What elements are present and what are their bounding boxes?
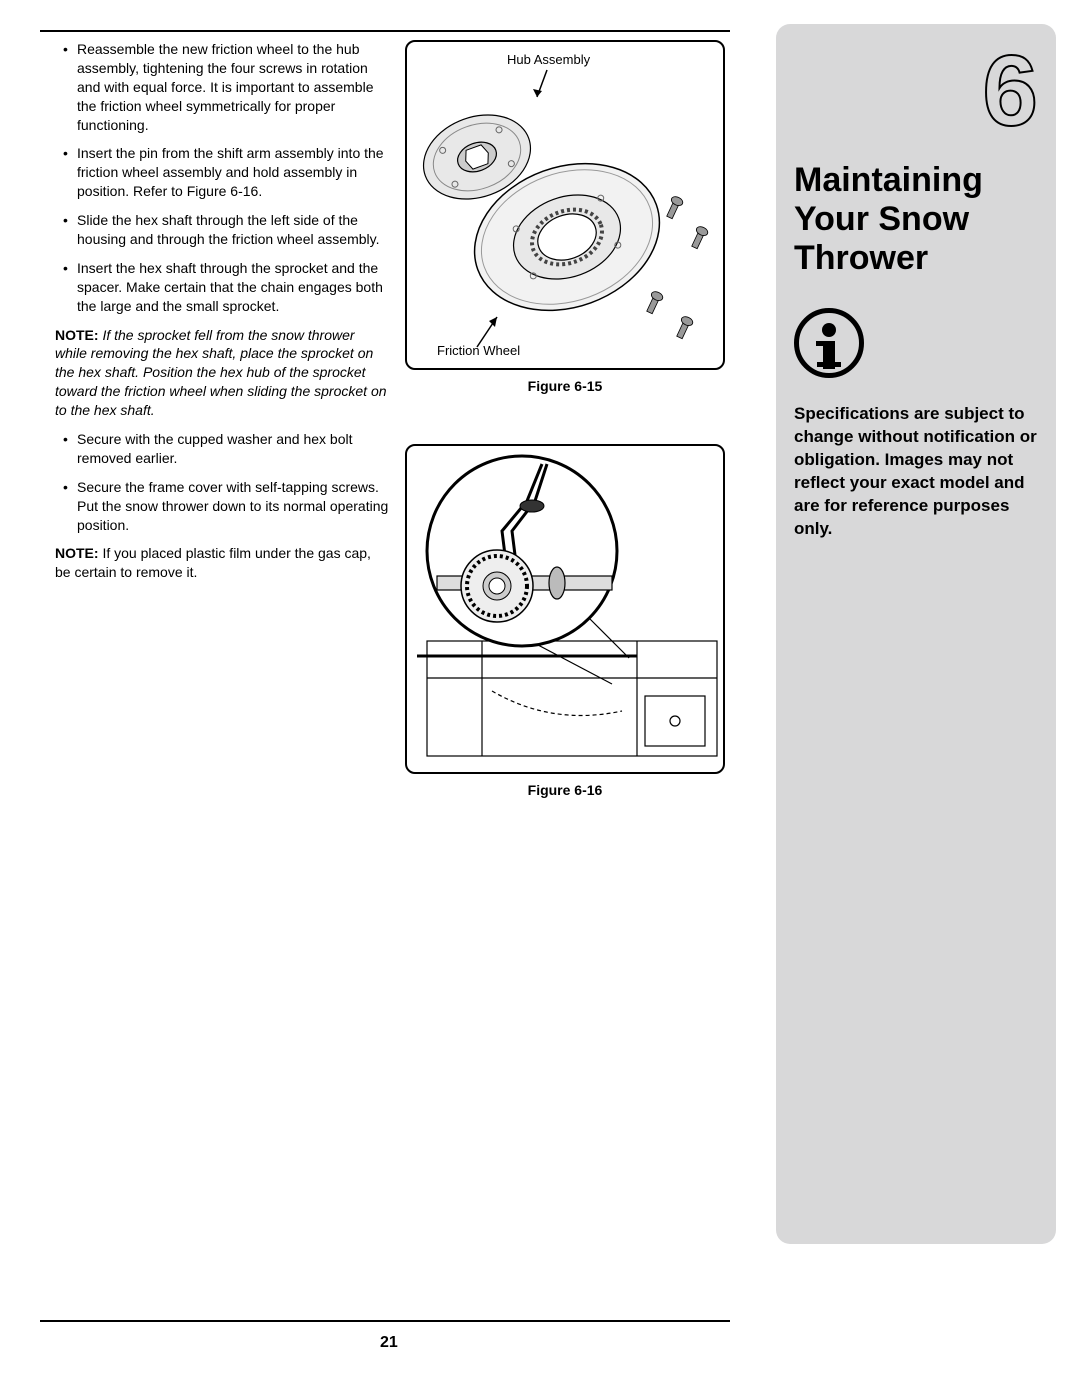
text-column: Reassemble the new friction wheel to the…	[55, 40, 390, 798]
list-item: Reassemble the new friction wheel to the…	[55, 40, 390, 134]
figure-6-15: Hub Assembly Friction Wheel	[405, 40, 725, 370]
disclaimer-text: Specifications are subject to change wit…	[794, 403, 1038, 541]
hub-assembly-label: Hub Assembly	[507, 52, 590, 67]
note-body: If the sprocket fell from the snow throw…	[55, 327, 387, 419]
chapter-sidebar: 6 Maintaining Your Snow Thrower Specific…	[776, 24, 1056, 1244]
info-icon	[794, 308, 864, 378]
list-item: Secure the frame cover with self-tapping…	[55, 478, 390, 535]
top-rule	[40, 30, 730, 32]
hub-assembly-diagram	[407, 42, 725, 370]
friction-wheel-label: Friction Wheel	[437, 343, 520, 358]
note-1: NOTE: If the sprocket fell from the snow…	[55, 326, 390, 420]
figure-caption: Figure 6-15	[405, 378, 725, 394]
bullet-list-b: Secure with the cupped washer and hex bo…	[55, 430, 390, 534]
list-item: Slide the hex shaft through the left sid…	[55, 211, 390, 249]
figure-caption: Figure 6-16	[405, 782, 725, 798]
list-item: Insert the pin from the shift arm assemb…	[55, 144, 390, 201]
note-body: If you placed plastic film under the gas…	[55, 545, 371, 580]
chapter-title: Maintaining Your Snow Thrower	[794, 161, 1038, 278]
page-number: 21	[380, 1334, 398, 1352]
bottom-rule	[40, 1320, 730, 1322]
figure-column: Hub Assembly Friction Wheel	[405, 40, 725, 798]
note-2: NOTE: If you placed plastic film under t…	[55, 544, 390, 582]
figure-6-16	[405, 444, 725, 774]
bullet-list-a: Reassemble the new friction wheel to the…	[55, 40, 390, 316]
list-item: Insert the hex shaft through the sprocke…	[55, 259, 390, 316]
list-item: Secure with the cupped washer and hex bo…	[55, 430, 390, 468]
shaft-assembly-diagram	[407, 446, 725, 774]
chapter-number: 6	[794, 46, 1038, 136]
main-content: Reassemble the new friction wheel to the…	[55, 40, 735, 798]
note-label: NOTE:	[55, 545, 99, 561]
note-label: NOTE:	[55, 327, 99, 343]
